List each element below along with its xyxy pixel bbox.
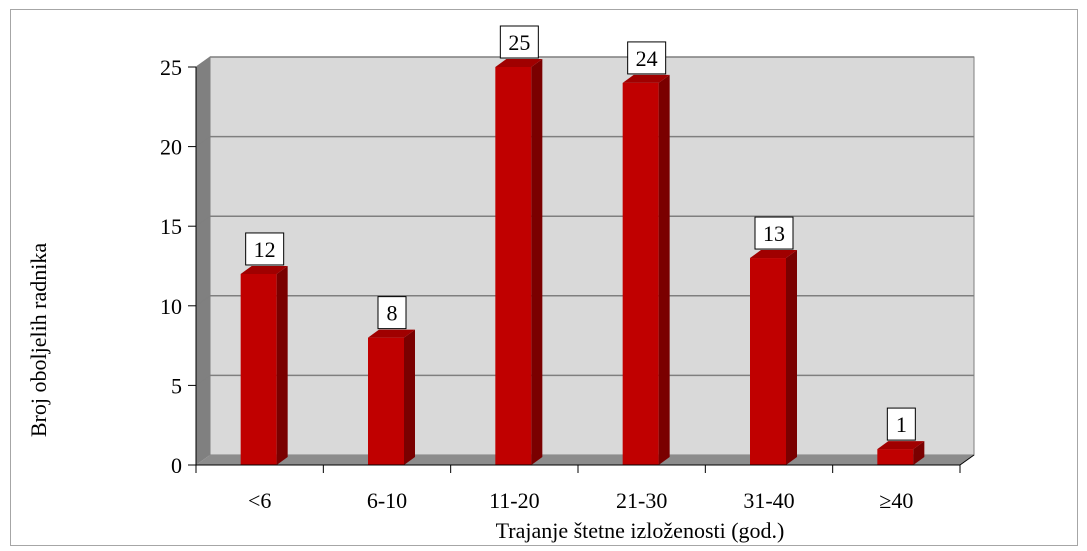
bar — [495, 67, 532, 465]
data-label: 25 — [508, 30, 530, 55]
data-label: 12 — [254, 237, 276, 262]
x-axis-end — [959, 454, 975, 466]
y-tick-label: 5 — [171, 373, 182, 398]
x-tick-label: <6 — [248, 488, 271, 513]
gridline-side — [195, 136, 211, 148]
gridline-side — [195, 295, 211, 307]
data-label: 8 — [387, 301, 398, 326]
bar-top — [750, 250, 797, 259]
x-axis-title: Trajanje štetne izloženosti (god.) — [496, 518, 785, 543]
bar-top — [495, 59, 543, 67]
gridlines — [195, 56, 974, 386]
axes — [188, 66, 975, 473]
data-label-box — [377, 296, 407, 330]
x-tick-label: 31-40 — [743, 488, 794, 513]
bar — [240, 273, 277, 465]
bar — [368, 337, 404, 465]
bar-side — [404, 329, 415, 465]
data-label: 13 — [763, 221, 785, 246]
data-label: 1 — [896, 412, 907, 437]
chart-walls — [196, 56, 975, 465]
y-tick-label: 20 — [160, 135, 182, 160]
data-label: 24 — [636, 46, 658, 71]
data-label-box — [886, 407, 916, 441]
bar-top — [368, 329, 415, 338]
gridline-side — [195, 374, 211, 386]
x-tick-label: 6-10 — [367, 488, 407, 513]
bar-side — [786, 250, 797, 465]
bar-side — [658, 74, 670, 466]
back-wall — [209, 56, 975, 456]
data-labels: 12 8 25 24 13 1 — [245, 25, 916, 441]
bar-side — [531, 59, 543, 465]
data-label-box — [245, 232, 285, 266]
bar-top — [622, 74, 670, 83]
y-axis-title: Broj oboljelih radnika — [26, 243, 51, 438]
bar-top — [240, 265, 288, 274]
data-label-box — [627, 41, 667, 75]
data-label-box — [754, 216, 794, 250]
bar-side — [913, 441, 925, 465]
side-wall — [196, 57, 210, 465]
y-tick-label: 0 — [171, 453, 182, 478]
x-tick-labels: <6 6-10 11-20 21-30 31-40 ≥40 — [248, 488, 913, 513]
y-tick-labels: 0 5 10 15 20 25 — [160, 55, 182, 478]
bar — [877, 449, 914, 465]
bar-top — [877, 441, 925, 450]
bar — [622, 82, 659, 466]
y-tick-label: 10 — [160, 294, 182, 319]
x-tick-label: ≥40 — [879, 488, 913, 513]
bar — [750, 258, 786, 465]
y-tick-label: 25 — [160, 55, 182, 80]
y-tick-label: 15 — [160, 214, 182, 239]
data-label-box — [499, 25, 539, 59]
x-tick-label: 21-30 — [616, 488, 667, 513]
gridline-side — [195, 56, 211, 68]
gridline-side — [195, 215, 211, 227]
x-tick-label: 11-20 — [489, 488, 540, 513]
bars — [240, 59, 925, 466]
bar-side — [276, 265, 288, 465]
floor — [196, 455, 974, 465]
